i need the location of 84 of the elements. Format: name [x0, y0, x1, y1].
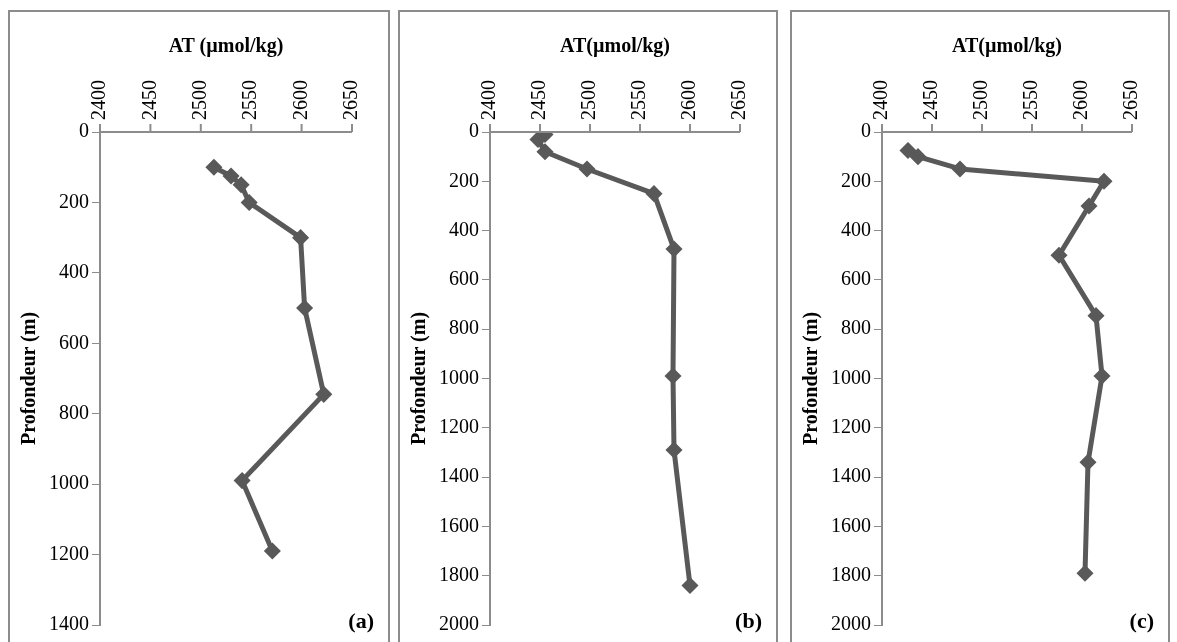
- point: [900, 142, 916, 158]
- x-tick-label: 2600: [1069, 80, 1092, 120]
- point: [1094, 368, 1110, 384]
- x-axis-title: AT(µmol/kg): [559, 34, 671, 57]
- point: [1081, 198, 1097, 214]
- x-tick-label: 2650: [727, 80, 750, 120]
- point: [952, 161, 968, 177]
- y-axis-title: Profondeur (m): [17, 311, 41, 446]
- point: [910, 149, 926, 165]
- x-tick-label: 2650: [1119, 80, 1142, 120]
- point: [666, 241, 682, 257]
- y-tick-label: 200: [841, 168, 871, 191]
- point: [530, 132, 546, 147]
- point: [646, 186, 662, 202]
- y-tick-label: 1600: [831, 513, 871, 536]
- point: [1077, 565, 1093, 581]
- point: [234, 473, 250, 489]
- y-tick-label: 0: [79, 119, 89, 142]
- point: [233, 177, 249, 193]
- point: [206, 159, 222, 175]
- y-tick-label: 400: [841, 217, 871, 240]
- y-tick-label: 1600: [439, 513, 479, 536]
- y-tick-label: 1400: [439, 464, 479, 487]
- y-tick-label: 1800: [439, 562, 479, 585]
- y-tick-label: 400: [59, 260, 89, 283]
- annotation: (b): [735, 607, 762, 633]
- annotation: (c): [1129, 607, 1154, 633]
- x-tick-label: 2600: [288, 80, 311, 120]
- point: [293, 230, 309, 246]
- point: [297, 300, 313, 316]
- y-tick-label: 2000: [439, 612, 479, 635]
- y-tick-label: 1200: [49, 541, 89, 564]
- y-axis-title: Profondeur (m): [799, 311, 823, 446]
- y-tick-label: 0: [861, 119, 871, 142]
- y-tick-label: 1000: [49, 471, 89, 494]
- y-tick-label: 1200: [831, 415, 871, 438]
- y-tick-label: 600: [59, 330, 89, 353]
- point: [1096, 173, 1112, 189]
- y-tick-label: 2000: [831, 612, 871, 635]
- y-tick-label: 400: [449, 217, 479, 240]
- y-tick-label: 1400: [831, 464, 871, 487]
- x-tick-label: 2550: [1019, 80, 1042, 120]
- y-tick-label: 200: [59, 189, 89, 212]
- x-tick-label: 2450: [137, 80, 160, 120]
- y-tick-label: 0: [469, 119, 479, 142]
- y-axis-title: Profondeur (m): [407, 311, 431, 446]
- y-tick-label: 800: [449, 316, 479, 339]
- point: [1080, 454, 1096, 470]
- y-tick-label: 600: [841, 267, 871, 290]
- y-tick-label: 200: [449, 168, 479, 191]
- point: [264, 543, 280, 559]
- x-tick-label: 2500: [577, 80, 600, 120]
- y-tick-label: 600: [449, 267, 479, 290]
- x-tick-label: 2400: [87, 80, 110, 120]
- y-tick-label: 1000: [439, 365, 479, 388]
- annotation: (a): [348, 607, 374, 633]
- y-tick-label: 800: [59, 400, 89, 423]
- y-tick-label: 1200: [439, 415, 479, 438]
- x-axis-title: AT (µmol/kg): [168, 34, 284, 57]
- x-tick-label: 2650: [339, 80, 362, 120]
- x-tick-label: 2450: [527, 80, 550, 120]
- x-tick-label: 2550: [238, 80, 261, 120]
- point: [666, 442, 682, 458]
- x-tick-label: 2400: [869, 80, 892, 120]
- y-tick-label: 800: [841, 316, 871, 339]
- point: [665, 368, 681, 384]
- x-tick-label: 2450: [919, 80, 942, 120]
- point: [1051, 247, 1067, 263]
- x-tick-label: 2600: [677, 80, 700, 120]
- x-tick-label: 2550: [627, 80, 650, 120]
- point: [223, 168, 239, 184]
- y-tick-label: 1000: [831, 365, 871, 388]
- point: [537, 144, 553, 160]
- point: [682, 578, 698, 594]
- y-tick-label: 1800: [831, 562, 871, 585]
- point: [579, 161, 595, 177]
- x-axis-title: AT(µmol/kg): [951, 34, 1063, 57]
- point: [1088, 308, 1104, 324]
- x-tick-label: 2500: [188, 80, 211, 120]
- y-tick-label: 1400: [49, 612, 89, 635]
- x-tick-label: 2500: [969, 80, 992, 120]
- x-tick-label: 2400: [477, 80, 500, 120]
- point: [316, 386, 332, 402]
- point: [241, 194, 257, 210]
